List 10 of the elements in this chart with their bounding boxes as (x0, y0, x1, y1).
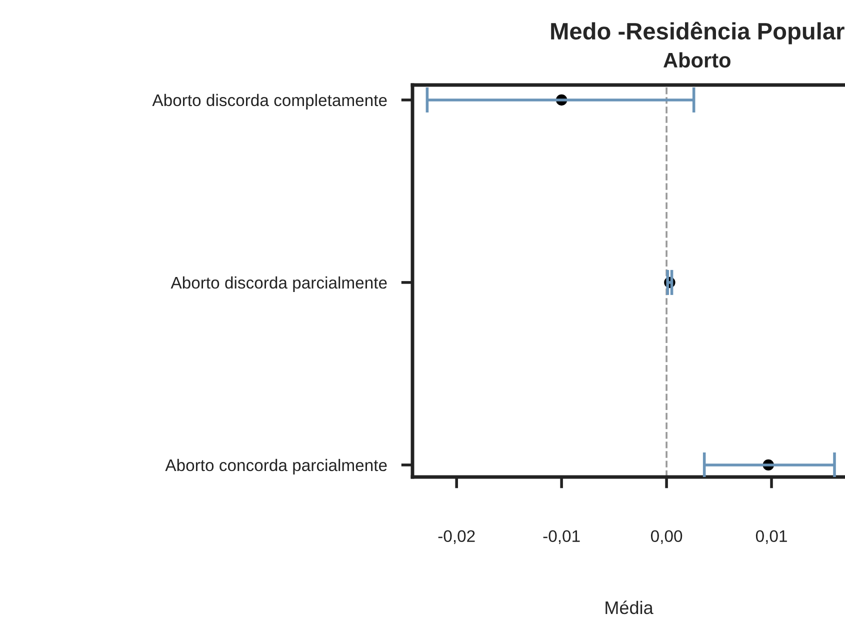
chart-title: Medo -Residência Popular (551, 22, 844, 44)
x-axis-title: Média (606, 600, 654, 614)
y-tick-label: Aborto discorda completamente (152, 94, 387, 110)
x-tick-label: -0,01 (543, 530, 580, 544)
x-tick-label: 0,01 (756, 530, 787, 544)
x-tick-label: 0,00 (650, 530, 682, 544)
y-tick-label: Aborto concorda parcialmente (165, 458, 387, 474)
y-tick-label: Aborto discorda parcialmente (170, 276, 387, 292)
chart-subtitle: Aborto (664, 52, 730, 68)
x-tick-label: -0,02 (438, 530, 475, 544)
